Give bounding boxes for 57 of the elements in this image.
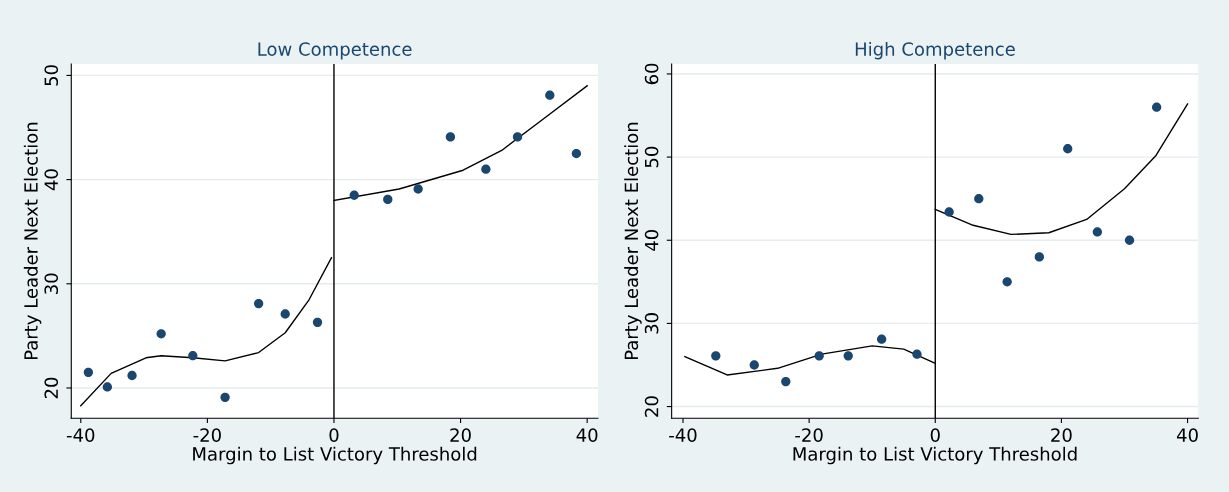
point xyxy=(814,351,824,361)
y-tick-label: 30 xyxy=(644,313,659,334)
x-tick-label: 40 xyxy=(576,428,598,442)
point xyxy=(312,317,323,328)
point xyxy=(944,207,954,217)
y-tick-label: 20 xyxy=(44,377,59,399)
x-tick-label: -40 xyxy=(66,428,95,442)
point xyxy=(1034,252,1044,262)
point xyxy=(481,164,491,174)
x-tick-label: -20 xyxy=(193,428,221,442)
point xyxy=(445,132,456,142)
x-axis-title: Margin to List Victory Threshold xyxy=(193,446,477,465)
y-tick-label: 40 xyxy=(644,229,659,251)
chart-title: High Competence xyxy=(855,41,1015,60)
y-axis-title: Party Leader Next Election xyxy=(624,122,642,360)
point xyxy=(188,351,198,361)
point xyxy=(1092,227,1103,237)
x-tick-label: 20 xyxy=(1051,428,1072,442)
point xyxy=(156,329,166,339)
point xyxy=(571,148,582,159)
point xyxy=(912,349,922,359)
y-tick-label: 60 xyxy=(644,63,659,85)
x-tick-label: 0 xyxy=(329,428,339,442)
point xyxy=(749,360,759,370)
point xyxy=(1002,277,1012,287)
point xyxy=(974,194,984,204)
x-axis-title: Margin to List Victory Threshold xyxy=(793,446,1077,465)
x-tick-label: -20 xyxy=(795,428,823,442)
x-tick-label: 40 xyxy=(1176,428,1198,442)
y-tick-label: 30 xyxy=(44,273,59,294)
point xyxy=(127,370,137,381)
y-tick-label: 50 xyxy=(44,65,59,86)
y-axis-title: Party Leader Next Election xyxy=(23,122,42,360)
point xyxy=(781,376,791,387)
x-tick-label: 0 xyxy=(930,428,940,442)
point xyxy=(545,90,555,100)
point xyxy=(220,392,230,403)
point xyxy=(711,351,721,361)
point xyxy=(877,334,887,344)
y-tick-label: 40 xyxy=(44,169,59,191)
point xyxy=(253,298,264,309)
point xyxy=(1151,102,1162,112)
y-tick-label: 50 xyxy=(644,146,659,168)
point xyxy=(843,351,853,361)
point xyxy=(512,132,523,142)
x-tick-label: 20 xyxy=(450,428,471,442)
y-tick-label: 20 xyxy=(644,396,659,417)
point xyxy=(413,184,423,194)
point xyxy=(280,309,290,319)
point xyxy=(349,190,359,200)
chart-title: Low Competence xyxy=(258,42,412,60)
point xyxy=(102,382,113,392)
x-tick-label: -40 xyxy=(669,428,697,442)
point xyxy=(1124,235,1135,245)
point xyxy=(1063,144,1073,154)
point xyxy=(83,367,94,378)
point xyxy=(383,194,393,205)
